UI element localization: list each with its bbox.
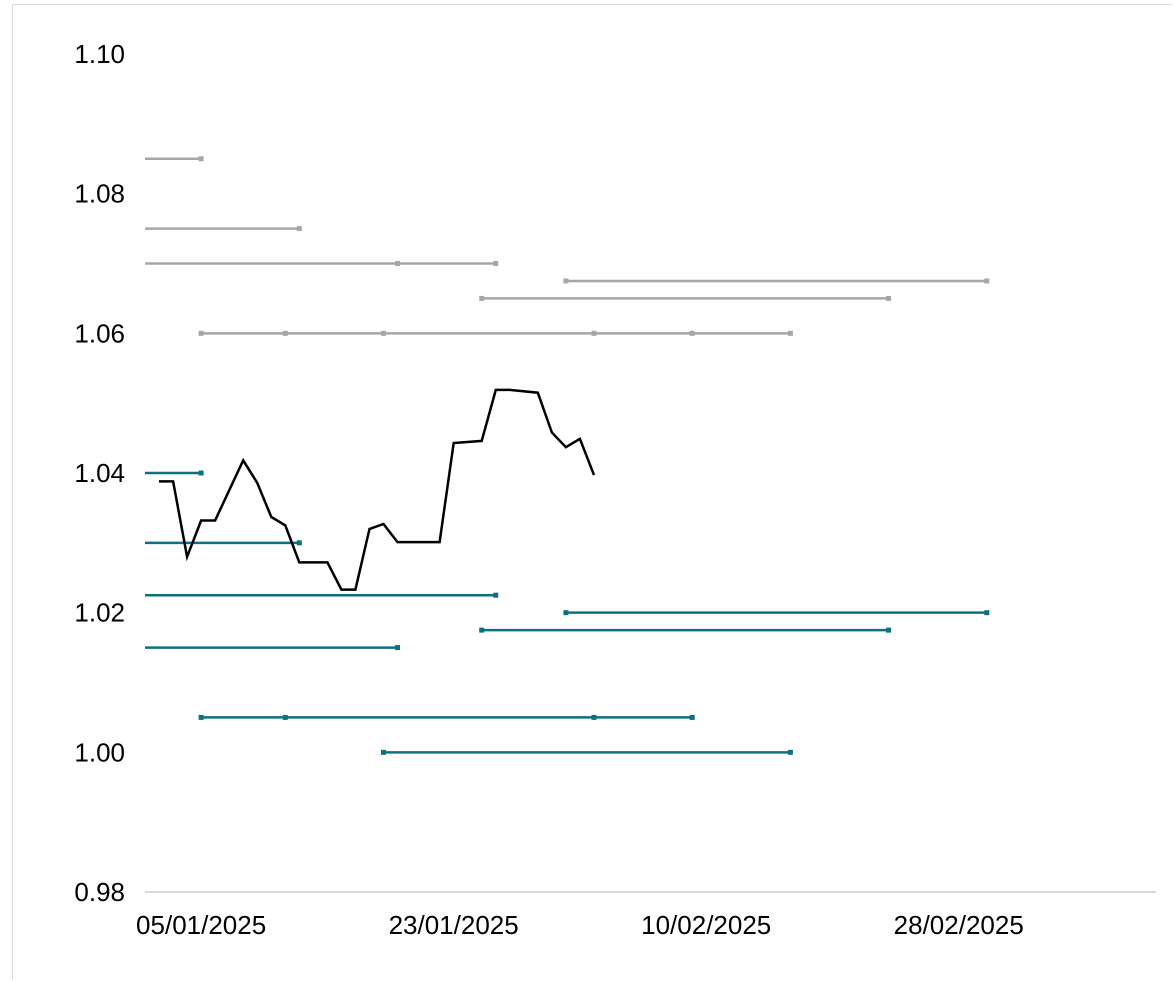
y-tick-label: 0.98 — [74, 877, 125, 907]
lower-range-marker — [984, 610, 990, 616]
lower-range-marker — [493, 592, 499, 598]
lower-range-marker — [282, 714, 288, 720]
y-tick-label: 1.10 — [74, 39, 125, 69]
upper-range-marker — [282, 330, 288, 336]
lower-range-marker — [198, 470, 204, 476]
chart-frame — [12, 4, 1172, 980]
lower-range-marker — [886, 627, 892, 633]
upper-range-marker — [886, 295, 892, 301]
lower-range-marker — [395, 645, 401, 651]
upper-range-marker — [984, 278, 990, 284]
lower-range-marker — [563, 610, 569, 616]
upper-range-marker — [479, 295, 485, 301]
lower-range-marker — [591, 714, 597, 720]
lower-range-marker — [479, 627, 485, 633]
y-tick-label: 1.00 — [74, 737, 125, 767]
upper-range-marker — [591, 330, 597, 336]
upper-range-marker — [493, 261, 499, 266]
x-tick-label: 10/02/2025 — [641, 910, 771, 940]
upper-range-marker — [787, 330, 793, 336]
x-tick-label: 05/01/2025 — [136, 910, 266, 940]
x-tick-label: 28/02/2025 — [894, 910, 1024, 940]
y-tick-label: 1.04 — [74, 458, 125, 488]
upper-range-marker — [381, 330, 387, 336]
lower-range-marker — [689, 714, 695, 720]
lower-range-marker — [296, 540, 302, 546]
upper-range-marker — [198, 156, 204, 162]
y-tick-label: 1.06 — [74, 318, 125, 348]
y-tick-label: 1.02 — [74, 598, 125, 628]
lower-range-marker — [198, 714, 204, 720]
spot-series-line — [159, 388, 596, 591]
y-tick-label: 1.08 — [74, 179, 125, 209]
x-tick-label: 23/01/2025 — [389, 910, 519, 940]
lower-range-marker — [381, 749, 387, 755]
upper-range-marker — [395, 261, 401, 266]
upper-range-marker — [563, 278, 569, 284]
lower-range-marker — [787, 749, 793, 755]
upper-range-marker — [296, 226, 302, 232]
upper-range-marker — [198, 330, 204, 336]
upper-range-marker — [689, 330, 695, 336]
